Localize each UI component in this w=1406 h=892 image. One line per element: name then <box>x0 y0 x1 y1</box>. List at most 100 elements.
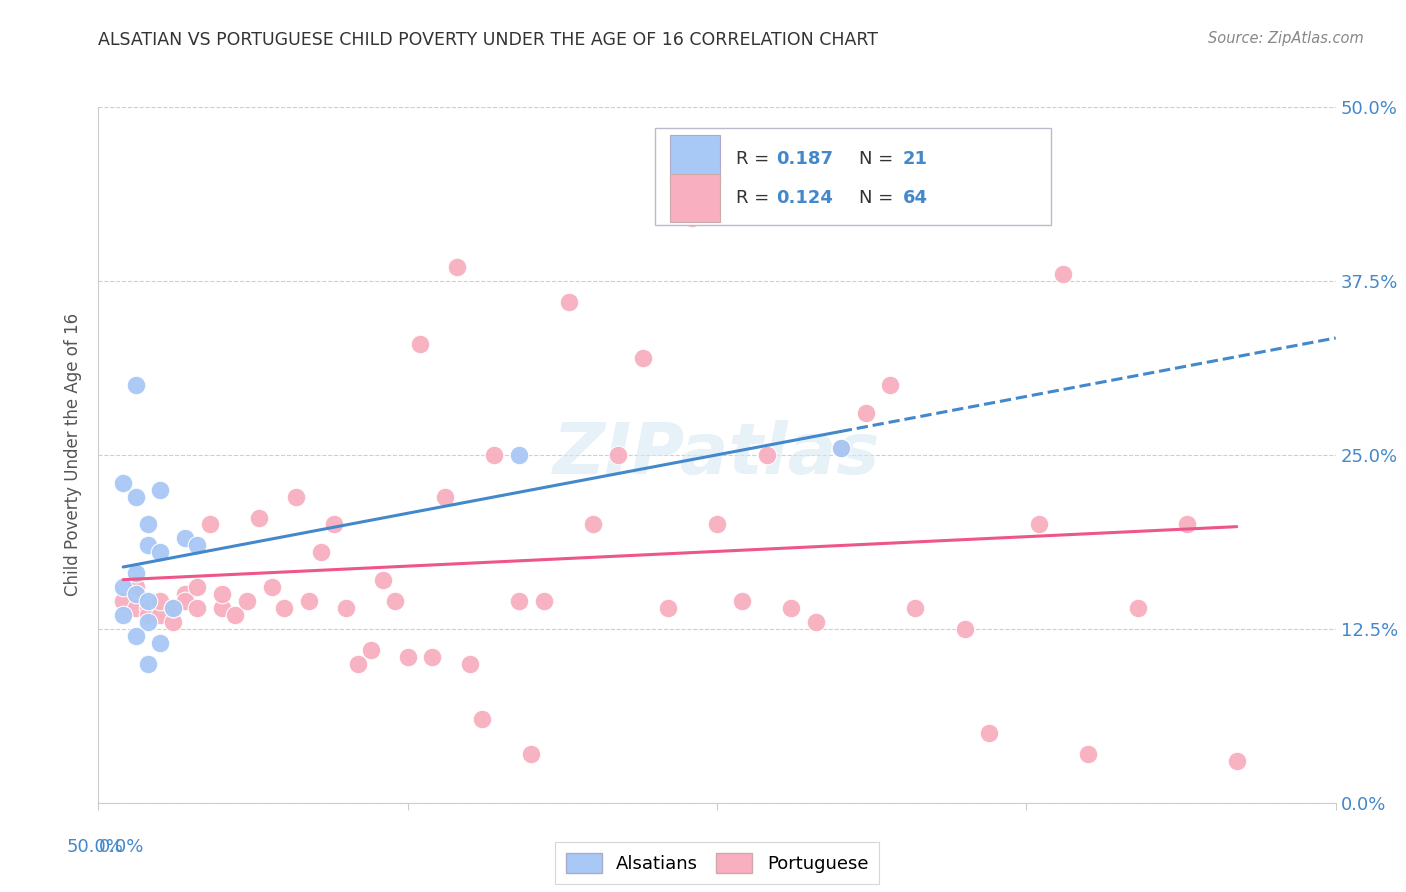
Point <box>347 657 370 671</box>
Point <box>322 517 344 532</box>
Point <box>471 712 494 726</box>
Point <box>198 517 221 532</box>
Point <box>484 448 506 462</box>
Point <box>731 594 754 608</box>
Point <box>136 607 159 622</box>
Legend: Alsatians, Portuguese: Alsatians, Portuguese <box>555 842 879 884</box>
Point <box>520 747 543 761</box>
Point <box>112 475 135 490</box>
Text: 0.187: 0.187 <box>776 150 834 168</box>
Point <box>979 726 1001 740</box>
Point <box>186 538 208 552</box>
Point <box>149 636 172 650</box>
Point <box>273 601 295 615</box>
Point <box>607 448 630 462</box>
Point <box>1175 517 1198 532</box>
Text: 64: 64 <box>903 189 928 207</box>
Point <box>1077 747 1099 761</box>
Point <box>446 260 468 274</box>
Text: R =: R = <box>735 150 775 168</box>
Point <box>879 378 901 392</box>
Point <box>112 607 135 622</box>
Point <box>804 615 827 629</box>
Text: R =: R = <box>735 189 775 207</box>
Point <box>396 649 419 664</box>
Text: Source: ZipAtlas.com: Source: ZipAtlas.com <box>1208 31 1364 46</box>
Point <box>298 594 321 608</box>
Point <box>384 594 406 608</box>
Text: 0.124: 0.124 <box>776 189 834 207</box>
Point <box>211 587 233 601</box>
Point <box>162 601 184 615</box>
Point <box>855 406 877 420</box>
Point <box>236 594 259 608</box>
Point <box>124 601 146 615</box>
Point <box>582 517 605 532</box>
Point <box>186 580 208 594</box>
Point <box>631 351 654 365</box>
Point <box>508 594 530 608</box>
Point <box>247 510 270 524</box>
Point <box>174 532 197 546</box>
Point <box>533 594 555 608</box>
Text: N =: N = <box>859 189 900 207</box>
Point <box>830 441 852 455</box>
Point <box>136 538 159 552</box>
Point <box>136 594 159 608</box>
Point <box>309 545 332 559</box>
Point <box>124 587 146 601</box>
Point <box>780 601 803 615</box>
Point <box>124 378 146 392</box>
Point <box>422 649 444 664</box>
Point <box>149 607 172 622</box>
FancyBboxPatch shape <box>655 128 1052 226</box>
Text: 0.0%: 0.0% <box>98 838 143 855</box>
Point <box>285 490 308 504</box>
Bar <box>671 174 720 222</box>
Y-axis label: Child Poverty Under the Age of 16: Child Poverty Under the Age of 16 <box>63 313 82 597</box>
Point <box>681 211 703 226</box>
Point <box>830 441 852 455</box>
Point <box>149 483 172 497</box>
Point <box>124 490 146 504</box>
Point <box>124 566 146 581</box>
Text: ZIPatlas: ZIPatlas <box>554 420 880 490</box>
Point <box>224 607 246 622</box>
Bar <box>671 135 720 184</box>
Point <box>136 615 159 629</box>
Point <box>174 594 197 608</box>
Point <box>953 622 976 636</box>
Point <box>149 594 172 608</box>
Point <box>458 657 481 671</box>
Point <box>1226 754 1249 768</box>
Point <box>136 601 159 615</box>
Point <box>174 587 197 601</box>
Point <box>136 517 159 532</box>
Text: 21: 21 <box>903 150 928 168</box>
Point <box>360 642 382 657</box>
Text: 50.0%: 50.0% <box>66 838 124 855</box>
Point <box>162 615 184 629</box>
Point <box>371 573 394 587</box>
Point <box>508 448 530 462</box>
Point <box>706 517 728 532</box>
Point <box>211 601 233 615</box>
Point <box>1028 517 1050 532</box>
Text: N =: N = <box>859 150 900 168</box>
Point <box>136 657 159 671</box>
Point <box>557 294 579 309</box>
Point <box>409 336 432 351</box>
Point <box>755 448 778 462</box>
Text: ALSATIAN VS PORTUGUESE CHILD POVERTY UNDER THE AGE OF 16 CORRELATION CHART: ALSATIAN VS PORTUGUESE CHILD POVERTY UND… <box>98 31 879 49</box>
Point <box>904 601 927 615</box>
Point <box>162 601 184 615</box>
Point <box>657 601 679 615</box>
Point <box>124 629 146 643</box>
Point <box>112 580 135 594</box>
Point <box>149 545 172 559</box>
Point <box>260 580 283 594</box>
Point <box>433 490 456 504</box>
Point <box>112 594 135 608</box>
Point <box>1052 267 1074 281</box>
Point <box>335 601 357 615</box>
